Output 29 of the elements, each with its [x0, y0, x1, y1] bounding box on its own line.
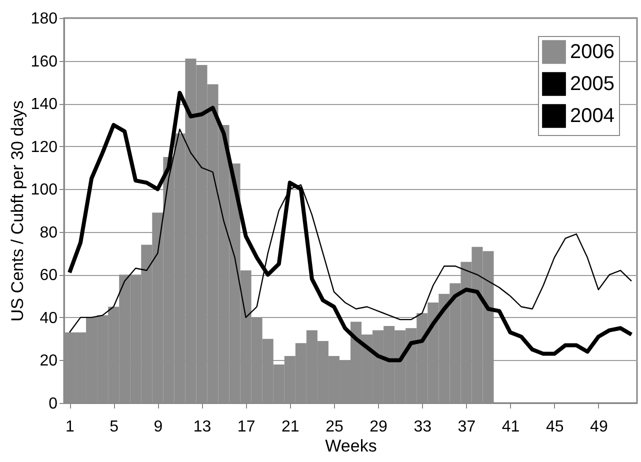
x-tick-label: 37	[458, 418, 476, 436]
line-series	[68, 90, 634, 362]
y-tick-label: 60	[40, 267, 58, 284]
x-tick-label: 33	[414, 418, 432, 436]
y-axis-title: US Cents / Cubft per 30 days	[8, 100, 27, 322]
x-tick-label: 1	[66, 418, 75, 436]
y-tick-label: 0	[48, 396, 58, 412]
x-tick-label: 45	[546, 418, 564, 436]
x-tick-label: 9	[154, 418, 163, 436]
y-tick-label: 100	[30, 182, 58, 199]
x-tick-label: 41	[502, 418, 520, 436]
y-tick-label: 120	[30, 138, 58, 156]
y-tick-label: 20	[40, 352, 58, 370]
x-tick-label: 49	[590, 418, 608, 436]
y-tick-label: 180	[30, 10, 58, 28]
y-tick-label: 160	[30, 53, 58, 70]
y-tick-label: 80	[40, 224, 58, 242]
legend-label: 2004	[570, 105, 614, 127]
legend-label: 2005	[570, 73, 614, 95]
x-tick-label: 29	[370, 418, 388, 436]
x-tick-label: 13	[193, 418, 212, 436]
x-tick-label: 17	[237, 418, 256, 436]
x-tick-label: 5	[110, 418, 119, 436]
x-axis-title: Weeks	[325, 436, 377, 456]
y-tick-label: 40	[40, 310, 58, 327]
x-tick-label: 21	[281, 418, 300, 436]
legend-label: 2006	[570, 41, 614, 63]
y-tick-label: 140	[30, 96, 58, 114]
x-tick-label: 25	[326, 418, 344, 436]
